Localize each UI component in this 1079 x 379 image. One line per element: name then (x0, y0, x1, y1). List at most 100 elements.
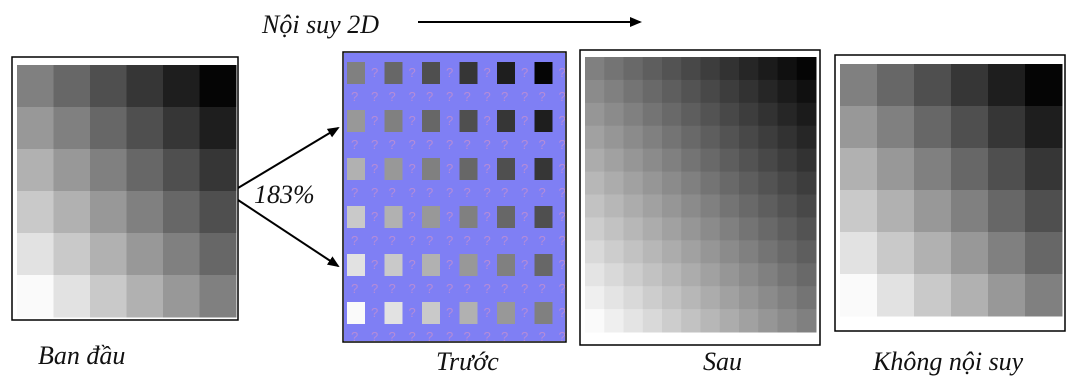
pixel (662, 126, 682, 149)
pixel (200, 149, 237, 192)
pixel (914, 106, 952, 149)
pixel (90, 65, 127, 108)
unknown-mark: ? (484, 281, 491, 296)
pixel (585, 263, 605, 286)
unknown-mark: ? (389, 137, 396, 152)
known-pixel (422, 254, 440, 276)
unknown-mark: ? (559, 257, 566, 272)
unknown-mark: ? (559, 89, 566, 104)
pixel (739, 217, 759, 240)
known-pixel (347, 158, 365, 180)
pixel (585, 217, 605, 240)
pixel (739, 149, 759, 172)
unknown-mark: ? (539, 137, 546, 152)
pixel (1025, 64, 1063, 107)
pixel (643, 103, 663, 126)
unknown-mark: ? (464, 185, 471, 200)
pixel (54, 233, 91, 276)
pixel (758, 195, 778, 218)
unknown-mark: ? (409, 185, 416, 200)
pixel (778, 217, 798, 240)
pixel (914, 190, 952, 233)
pixel (797, 126, 817, 149)
unknown-mark: ? (521, 185, 528, 200)
pixel (90, 107, 127, 150)
unknown-mark: ? (539, 89, 546, 104)
known-pixel (460, 110, 478, 132)
pixel (778, 286, 798, 309)
unknown-mark: ? (521, 113, 528, 128)
pixel (662, 240, 682, 263)
known-pixel (385, 302, 403, 324)
pixel (701, 80, 721, 103)
pixel (681, 80, 701, 103)
unknown-mark: ? (389, 233, 396, 248)
pixel (200, 107, 237, 150)
pixel (604, 286, 624, 309)
known-pixel (347, 302, 365, 324)
unknown-mark: ? (409, 137, 416, 152)
unknown-mark: ? (371, 65, 378, 80)
unknown-mark: ? (559, 281, 566, 296)
pixel (127, 107, 164, 150)
pixel (778, 126, 798, 149)
known-pixel (460, 206, 478, 228)
known-pixel (497, 206, 515, 228)
known-pixel (422, 62, 440, 84)
pixel (720, 195, 740, 218)
pixel (758, 217, 778, 240)
unknown-mark: ? (464, 89, 471, 104)
pixel (127, 65, 164, 108)
unknown-mark: ? (484, 185, 491, 200)
known-pixel (422, 110, 440, 132)
unknown-mark: ? (409, 89, 416, 104)
unknown-mark: ? (521, 305, 528, 320)
panel-label: Không nội suy (872, 347, 1024, 376)
pixel (17, 149, 54, 192)
pixel (758, 103, 778, 126)
pixel (604, 126, 624, 149)
pixel (624, 149, 644, 172)
pixel (163, 233, 200, 276)
pixel (624, 240, 644, 263)
known-pixel (347, 62, 365, 84)
unknown-mark: ? (409, 233, 416, 248)
known-pixel (385, 206, 403, 228)
arrow (238, 128, 338, 188)
unknown-mark: ? (446, 185, 453, 200)
pixel (624, 57, 644, 80)
pixel (758, 240, 778, 263)
pixel (662, 217, 682, 240)
pixel (778, 263, 798, 286)
unknown-mark: ? (521, 65, 528, 80)
pixel (720, 57, 740, 80)
known-pixel (422, 206, 440, 228)
pixel (585, 172, 605, 195)
pixel (643, 80, 663, 103)
pixel (758, 80, 778, 103)
pixel (797, 195, 817, 218)
pixel (163, 107, 200, 150)
pixel (624, 80, 644, 103)
pixel (840, 64, 878, 107)
pixel (200, 65, 237, 108)
pixel (163, 149, 200, 192)
panel-label: Ban đầu (38, 341, 125, 370)
pixel (585, 57, 605, 80)
pixel (662, 172, 682, 195)
pixel (701, 126, 721, 149)
pixel (758, 149, 778, 172)
pixel (200, 191, 237, 234)
pixel (797, 172, 817, 195)
pixel (681, 240, 701, 263)
pixel (951, 190, 989, 233)
unknown-mark: ? (484, 305, 491, 320)
pixel (662, 195, 682, 218)
pixel (720, 126, 740, 149)
unknown-mark: ? (521, 233, 528, 248)
pixel (720, 80, 740, 103)
pixel (604, 149, 624, 172)
pixel (585, 286, 605, 309)
pixel (604, 172, 624, 195)
pixel (662, 286, 682, 309)
